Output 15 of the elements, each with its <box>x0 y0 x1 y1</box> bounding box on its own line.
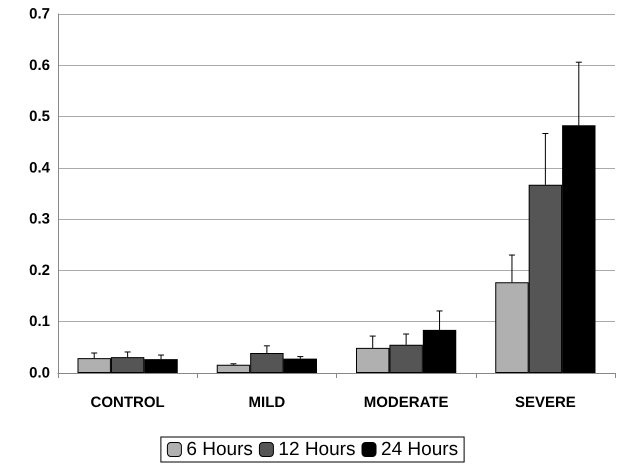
legend-label: 6 Hours <box>186 439 253 460</box>
y-tick-label: 0.6 <box>29 56 50 74</box>
legend-label: 12 Hours <box>278 439 356 460</box>
y-tick-label: 0.3 <box>29 210 50 228</box>
y-tick-label: 0.5 <box>29 108 50 126</box>
y-tick-label: 0.2 <box>29 262 50 279</box>
y-tick-label: 0.1 <box>29 313 50 330</box>
legend-label: 24 Hours <box>381 439 458 460</box>
x-tick-label: CONTROL <box>90 394 165 411</box>
x-tick-label: MILD <box>248 394 286 411</box>
x-tick-label: MODERATE <box>364 394 448 411</box>
y-tick-label: 0.4 <box>29 159 51 176</box>
y-tick-label: 0.0 <box>29 364 50 382</box>
x-tick-label: SEVERE <box>514 394 576 411</box>
y-tick-label: 0.7 <box>29 6 50 22</box>
